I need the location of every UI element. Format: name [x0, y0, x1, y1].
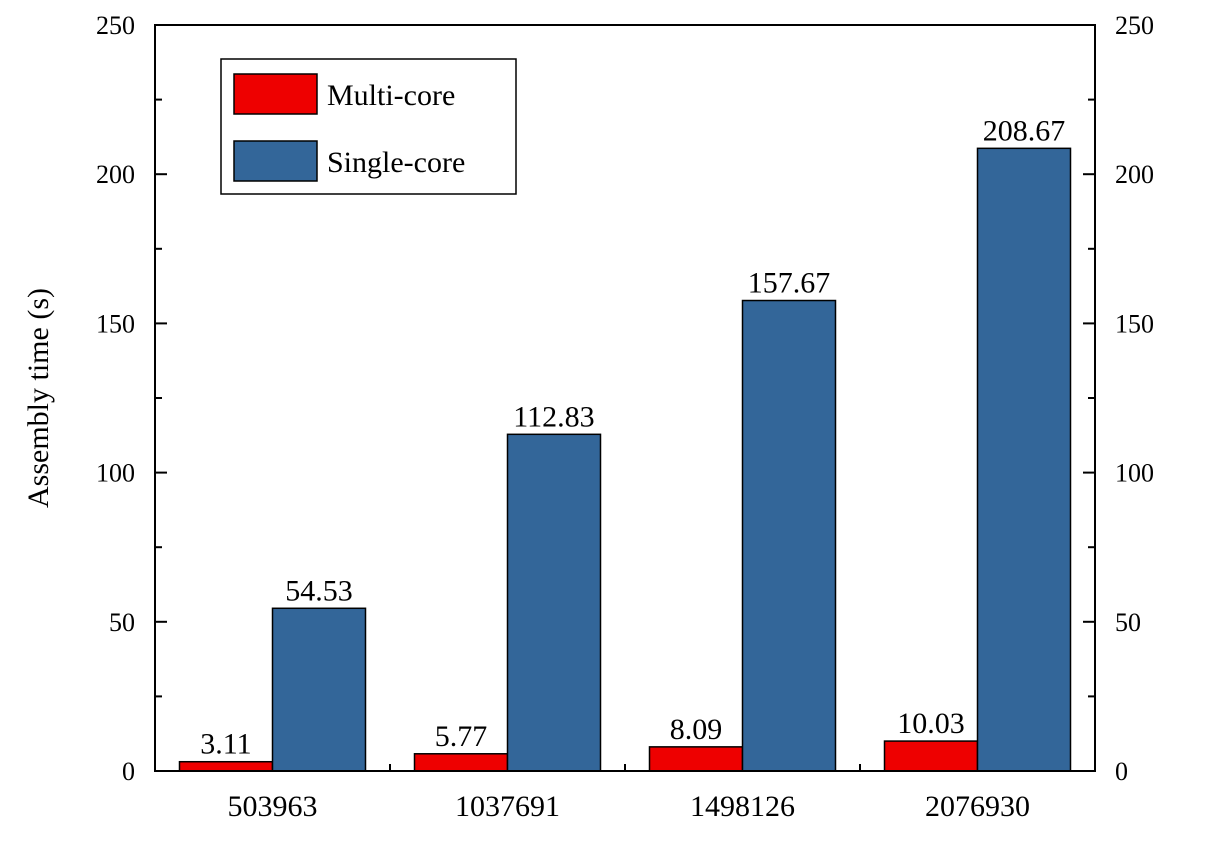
x-tick-label: 2076930 — [925, 790, 1030, 823]
legend-label-multi-core: Multi-core — [327, 79, 455, 112]
bar-single-core — [506, 433, 602, 772]
bar-single-core — [271, 607, 367, 772]
bar-multi-core — [413, 753, 509, 772]
legend: Multi-core Single-core — [220, 58, 517, 195]
y-tick-label-left: 150 — [96, 309, 135, 338]
y-tick-label-left: 250 — [96, 11, 135, 40]
y-axis-label: Assembly time (s) — [22, 288, 55, 508]
y-tick-label-right: 0 — [1115, 757, 1128, 786]
bar-single-core — [741, 299, 837, 772]
bar-data-label: 10.03 — [897, 707, 965, 740]
y-tick-label-left: 50 — [109, 608, 135, 637]
y-tick-label-left: 200 — [96, 160, 135, 189]
y-tick-label-left: 0 — [122, 757, 135, 786]
y-tick-label-right: 200 — [1115, 160, 1154, 189]
ticks-layer: 0 0 50 50 100 100 150 150 200 200 250 250 503963 1037… — [96, 11, 1154, 823]
x-tick-label: 1037691 — [455, 790, 560, 823]
bar-data-label: 157.67 — [748, 267, 831, 300]
bars-layer — [178, 147, 1072, 772]
y-tick-label-right: 100 — [1115, 459, 1154, 488]
y-tick-label-right: 50 — [1115, 608, 1141, 637]
bar-multi-core — [648, 746, 744, 772]
y-tick-label-right: 250 — [1115, 11, 1154, 40]
data-labels-layer: 3.11 54.53 5.77 112.83 8.09 157.67 10.03 208.67 — [200, 114, 1065, 760]
y-tick-label-left: 100 — [96, 459, 135, 488]
legend-swatch-single-core — [233, 140, 318, 182]
bar-single-core — [976, 147, 1072, 772]
bar-multi-core — [178, 760, 274, 772]
x-tick-label: 1498126 — [690, 790, 795, 823]
legend-swatch-multi-core — [233, 73, 318, 115]
bar-data-label: 3.11 — [200, 728, 251, 761]
bar-data-label: 112.83 — [513, 400, 594, 433]
y-tick-label-right: 150 — [1115, 309, 1154, 338]
bar-data-label: 54.53 — [285, 574, 353, 607]
bar-data-label: 208.67 — [983, 114, 1066, 147]
legend-label-single-core: Single-core — [327, 146, 465, 179]
bar-data-label: 8.09 — [670, 713, 723, 746]
x-tick-label: 503963 — [228, 790, 318, 823]
bar-multi-core — [883, 740, 979, 772]
bar-data-label: 5.77 — [435, 720, 488, 753]
